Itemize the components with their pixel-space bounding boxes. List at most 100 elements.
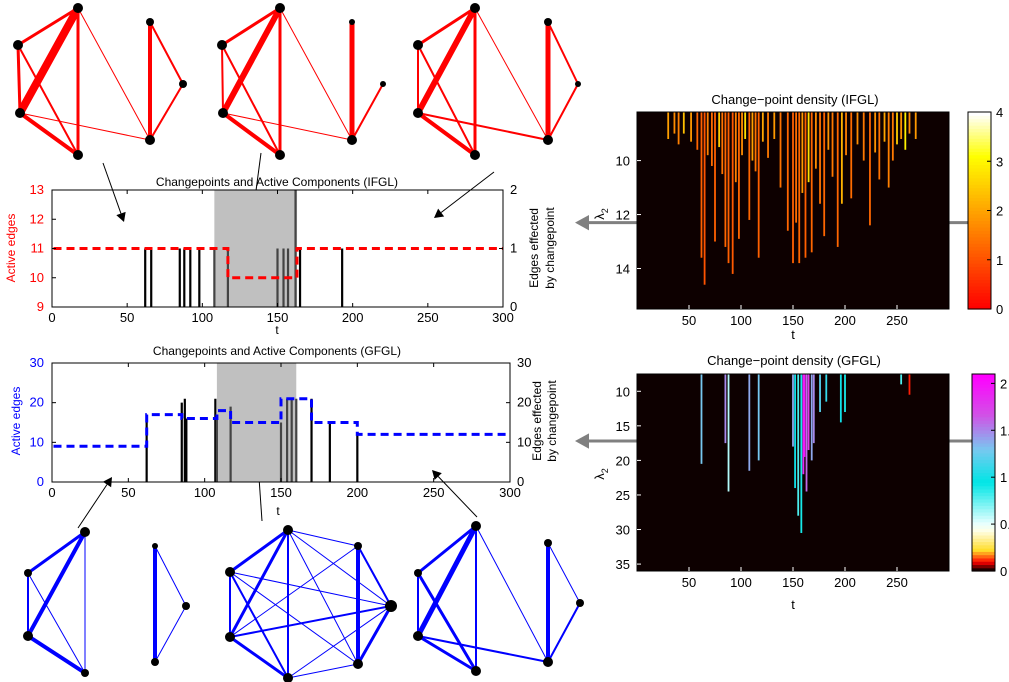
gfgl-density-streak bbox=[844, 374, 846, 413]
gfgl-colorbar-segment bbox=[972, 390, 995, 395]
gfgl-network-3-edge bbox=[547, 542, 581, 604]
gfgl-density-title: Change−point density (GFGL) bbox=[707, 353, 881, 368]
ifgl-colorbar-segment bbox=[968, 121, 991, 126]
gfgl-colorbar-segment bbox=[972, 518, 995, 523]
ifgl-density-x-label: t bbox=[791, 327, 795, 342]
ifgl-colorbar-segment bbox=[968, 200, 991, 205]
gfgl-colorbar-segment bbox=[972, 528, 995, 533]
ifgl-network-1-edge bbox=[19, 112, 151, 141]
ifgl-density-streak bbox=[900, 112, 903, 139]
ifgl-network-3 bbox=[413, 3, 581, 160]
gfgl-colorbar-segment bbox=[972, 521, 995, 526]
gfgl-network-2-edge bbox=[287, 663, 359, 679]
ifgl-colorbar-tick-label: 0 bbox=[996, 302, 1003, 317]
ifgl-network-3-edge bbox=[417, 44, 476, 156]
ifgl-network-1-node bbox=[73, 150, 83, 160]
gfgl-network-2-node bbox=[225, 632, 235, 642]
gfgl-network-3-edge bbox=[417, 635, 549, 663]
ifgl-right-y-tick-label: 0 bbox=[510, 299, 517, 314]
ifgl-x-tick-label: 150 bbox=[267, 310, 289, 325]
gfgl-network-3-node bbox=[471, 666, 481, 676]
gfgl-network-3-node bbox=[414, 569, 422, 577]
ifgl-density-streak bbox=[887, 112, 890, 188]
gfgl-network-3-node bbox=[576, 599, 584, 607]
ifgl-network-1-edge bbox=[149, 21, 184, 85]
ifgl-density-streak bbox=[773, 112, 776, 139]
ifgl-x-tick-label: 150 bbox=[782, 313, 804, 328]
gfgl-colorbar-tick-label: 0 bbox=[1000, 564, 1007, 579]
ifgl-density-streak bbox=[891, 112, 894, 161]
gfgl-network-3-node bbox=[413, 631, 423, 641]
gfgl-network-2-edge bbox=[228, 528, 290, 574]
ifgl-density-streak bbox=[814, 112, 817, 169]
ifgl-density-streak bbox=[883, 112, 886, 142]
gfgl-right-axis-label-line2: by changepoint bbox=[545, 380, 559, 462]
ifgl-density-streak bbox=[874, 112, 877, 153]
ifgl-colorbar-segment bbox=[968, 276, 991, 281]
gfgl-colorbar-segment bbox=[972, 488, 995, 493]
gfgl-network-2-edge bbox=[356, 604, 393, 666]
ifgl-network-3-node bbox=[413, 108, 423, 118]
ifgl-colorbar-segment bbox=[968, 236, 991, 241]
gfgl-colorbar-segment bbox=[972, 502, 995, 506]
gfgl-colorbar-tick-label: 0.5 bbox=[1000, 517, 1009, 532]
ifgl-network-3-node bbox=[575, 81, 581, 87]
ifgl-x-tick-label: 250 bbox=[417, 310, 439, 325]
ifgl-colorbar-segment bbox=[968, 302, 991, 307]
ifgl-colorbar-segment bbox=[968, 279, 991, 284]
gfgl-colorbar-frame bbox=[971, 373, 996, 572]
ifgl-colorbar-segment bbox=[968, 253, 991, 258]
ifgl-network-3-node bbox=[413, 40, 423, 50]
ifgl-colorbar-segment bbox=[968, 148, 991, 152]
ifgl-density-streak bbox=[727, 112, 730, 264]
ifgl-network-1-edge bbox=[16, 43, 22, 115]
gfgl-colorbar-segment bbox=[972, 538, 995, 543]
gfgl-network-2-edge bbox=[229, 571, 359, 665]
ifgl-active-edges-line bbox=[53, 247, 503, 280]
ifgl-density-streak bbox=[754, 112, 757, 172]
ifgl-density-streak bbox=[706, 112, 709, 156]
ifgl-density-streak bbox=[710, 112, 713, 166]
ifgl-density-streak bbox=[819, 112, 821, 204]
gfgl-network-2-edge bbox=[287, 529, 359, 665]
gfgl-x-tick-label: 250 bbox=[423, 485, 445, 500]
ifgl-density-streak bbox=[786, 112, 789, 231]
gfgl-network-3-node bbox=[471, 521, 481, 531]
ifgl-x-tick-label: 100 bbox=[730, 313, 752, 328]
gfgl-density-streak bbox=[803, 374, 806, 457]
gfgl-network-2-node bbox=[283, 673, 293, 682]
ifgl-density-streak bbox=[914, 112, 917, 139]
gfgl-x-tick-label: 150 bbox=[270, 485, 292, 500]
gfgl-density-streak bbox=[900, 374, 903, 385]
ifgl-density-streak bbox=[804, 112, 807, 258]
ifgl-colorbar-segment bbox=[968, 184, 991, 189]
ifgl-density-streak bbox=[831, 112, 834, 177]
ifgl-colorbar-segment bbox=[968, 266, 991, 271]
gfgl-network-1-node bbox=[24, 569, 32, 577]
gfgl-colorbar-segment bbox=[972, 561, 995, 566]
ifgl-network-2-edge bbox=[221, 44, 281, 156]
gfgl-y-tick-label: 25 bbox=[616, 488, 630, 503]
gfgl-network-3-node bbox=[543, 657, 553, 667]
gfgl-x-tick-label: 200 bbox=[346, 485, 368, 500]
ifgl-density-streak bbox=[904, 112, 907, 150]
ifgl-density-streak bbox=[908, 112, 911, 134]
ifgl-colorbar-segment bbox=[968, 125, 991, 130]
ifgl-colorbar-tick-label: 2 bbox=[996, 204, 1003, 219]
gfgl-reference-arrow-head bbox=[575, 433, 589, 449]
ifgl-density-streak bbox=[677, 112, 680, 145]
gfgl-colorbar-segment bbox=[972, 541, 995, 546]
ifgl-y-tick-label: 14 bbox=[616, 262, 630, 277]
gfgl-colorbar-segment bbox=[972, 515, 995, 520]
gfgl-network-2-node bbox=[283, 525, 293, 535]
gfgl-network-2-edge bbox=[229, 571, 392, 607]
gfgl-network-1-node bbox=[182, 602, 190, 610]
gfgl-network-2-edge bbox=[357, 545, 392, 607]
ifgl-density-streak bbox=[779, 112, 782, 188]
gfgl-right-y-tick-label: 0 bbox=[517, 474, 524, 489]
gfgl-network-1-edge bbox=[154, 605, 187, 663]
gfgl-colorbar-segment bbox=[972, 554, 995, 559]
ifgl-density-streak bbox=[840, 112, 843, 204]
ifgl-right-axis-label-line2: by changepoint bbox=[543, 207, 557, 289]
